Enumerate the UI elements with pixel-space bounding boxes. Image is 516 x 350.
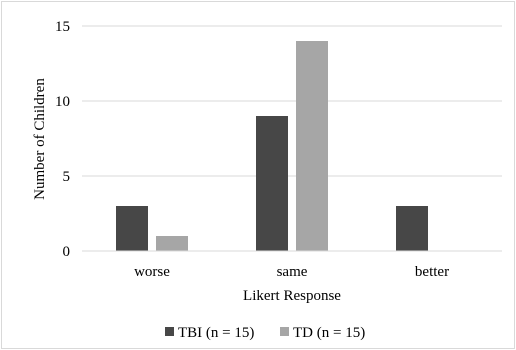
x-tick-label: same (277, 264, 308, 280)
legend-swatch (165, 327, 174, 336)
bar (296, 41, 328, 251)
y-tick-label: 15 (55, 19, 70, 35)
bar (156, 236, 188, 251)
legend-label: TBI (n = 15) (178, 325, 254, 341)
legend-label: TD (n = 15) (293, 325, 365, 341)
bar (256, 116, 288, 251)
y-tick-labels: 0 5 10 15 (55, 19, 70, 260)
y-axis-title: Number of Children (32, 78, 48, 200)
gridlines (82, 25, 502, 177)
bar (116, 206, 148, 251)
x-tick-label: worse (134, 264, 170, 280)
x-axis-title: Likert Response (243, 288, 341, 304)
y-tick-label: 10 (55, 94, 70, 110)
bar (396, 206, 428, 251)
bars (116, 41, 428, 251)
x-tick-label: better (415, 264, 449, 280)
legend: TBI (n = 15) TD (n = 15) (165, 325, 365, 341)
x-tick-labels: worse same better (134, 264, 449, 280)
y-tick-label: 5 (63, 169, 71, 185)
y-tick-label: 0 (63, 244, 71, 260)
legend-swatch (280, 327, 289, 336)
